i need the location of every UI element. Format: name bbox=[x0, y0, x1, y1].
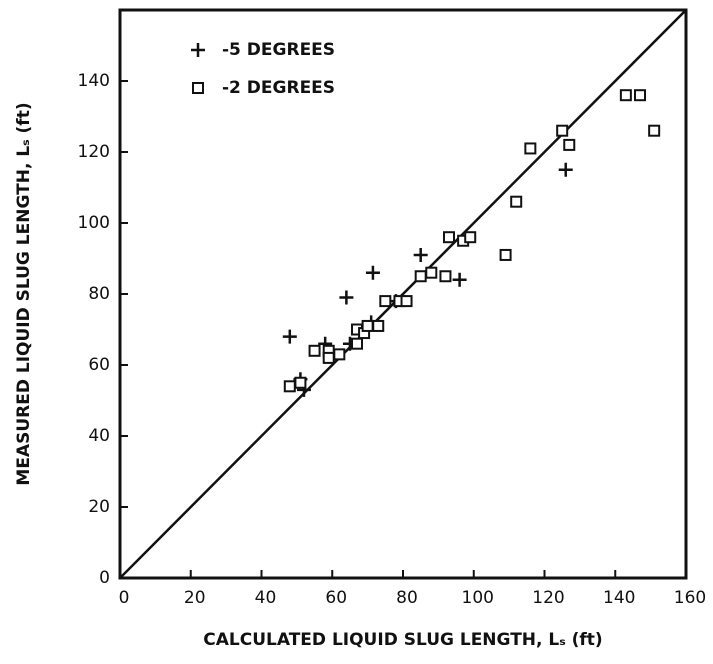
square-marker bbox=[648, 124, 661, 137]
x-tick-label: 80 bbox=[396, 588, 418, 608]
x-tick-label: 20 bbox=[184, 588, 206, 608]
x-tick-label: 120 bbox=[532, 588, 564, 608]
y-tick-label: 20 bbox=[88, 497, 110, 517]
x-tick-label: 60 bbox=[325, 588, 347, 608]
y-tick-label: 40 bbox=[88, 426, 110, 446]
square-marker bbox=[499, 248, 512, 261]
y-tick-label: 80 bbox=[88, 284, 110, 304]
square-marker bbox=[294, 376, 307, 389]
square-marker bbox=[400, 295, 413, 308]
x-tick-label: 0 bbox=[119, 588, 130, 608]
square-marker bbox=[563, 138, 576, 151]
plus-marker bbox=[282, 329, 297, 344]
square-marker bbox=[283, 380, 296, 393]
square-marker bbox=[361, 319, 374, 332]
square-marker bbox=[634, 89, 647, 102]
square-marker bbox=[439, 270, 452, 283]
square-marker bbox=[510, 195, 523, 208]
y-tick-label: 60 bbox=[88, 355, 110, 375]
square-marker bbox=[425, 266, 438, 279]
square-marker bbox=[524, 142, 537, 155]
legend-label: -2 DEGREES bbox=[222, 78, 335, 98]
y-tick-label: 100 bbox=[78, 213, 110, 233]
plus-marker bbox=[191, 43, 205, 57]
x-tick-label: 100 bbox=[462, 588, 494, 608]
plus-marker bbox=[365, 265, 380, 280]
square-marker bbox=[464, 231, 477, 244]
square-marker bbox=[379, 295, 392, 308]
y-tick-label: 0 bbox=[99, 568, 110, 588]
plus-marker bbox=[339, 290, 354, 305]
square-marker bbox=[414, 270, 427, 283]
square-marker bbox=[322, 351, 335, 364]
square-marker bbox=[192, 82, 204, 94]
y-axis-title: MEASURED LIQUID SLUG LENGTH, Lₛ (ft) bbox=[14, 102, 34, 485]
reference-line bbox=[119, 9, 687, 579]
square-marker bbox=[351, 337, 364, 350]
x-tick-label: 40 bbox=[255, 588, 277, 608]
square-marker bbox=[372, 319, 385, 332]
square-marker bbox=[333, 348, 346, 361]
square-marker bbox=[556, 124, 569, 137]
x-tick-label: 140 bbox=[603, 588, 635, 608]
square-marker bbox=[619, 89, 632, 102]
y-tick-label: 120 bbox=[78, 142, 110, 162]
plus-marker bbox=[558, 162, 573, 177]
y-tick-label: 140 bbox=[78, 71, 110, 91]
square-marker bbox=[308, 344, 321, 357]
plus-marker bbox=[452, 272, 467, 287]
legend-label: -5 DEGREES bbox=[222, 40, 335, 60]
x-tick-label: 160 bbox=[674, 588, 706, 608]
x-axis-title: CALCULATED LIQUID SLUG LENGTH, Lₛ (ft) bbox=[203, 630, 602, 650]
plus-marker bbox=[413, 247, 428, 262]
square-marker bbox=[442, 231, 455, 244]
